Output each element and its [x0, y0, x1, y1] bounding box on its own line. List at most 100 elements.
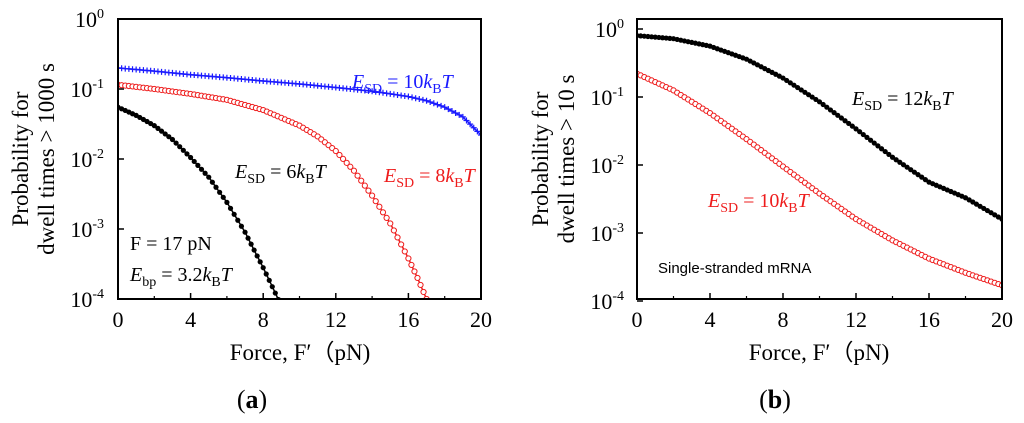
panel-a-data-point — [224, 199, 230, 205]
panel-b-data-point — [831, 110, 837, 116]
panel-b-xtick-8: 8 — [778, 307, 789, 332]
panel-b-data-point — [911, 169, 918, 175]
panel-b-label: (b) — [759, 385, 791, 414]
panel-a-data-point — [339, 155, 347, 163]
panel-a-xtick-8: 8 — [258, 307, 269, 332]
panel-a-data-point — [467, 121, 474, 128]
panel-a-series-2 — [118, 104, 281, 299]
panel-b-data-point — [820, 101, 826, 108]
panel-a-data-point — [419, 96, 426, 103]
panel-a-data-point — [350, 167, 358, 174]
panel-a-data-point — [445, 106, 452, 113]
panel-b-ytick-2: 10-2 — [590, 153, 624, 178]
panel-a: 100 10-1 10-2 10-3 10-4 0 4 8 12 16 20 F… — [8, 7, 492, 414]
panel-a-data-point — [414, 274, 421, 282]
panel-b-ylabel-line2: dwell times > 10 s — [554, 75, 579, 244]
panel-a-data-point — [272, 290, 278, 296]
panel-a-data-point — [173, 140, 179, 146]
panel-a-data-point — [251, 247, 257, 253]
panel-a-xtick-16: 16 — [397, 307, 419, 332]
panel-a-data-point — [217, 189, 223, 195]
panel-a-data-point — [365, 187, 372, 194]
panel-a-data-point — [266, 277, 272, 283]
panel-a-data-point — [394, 234, 401, 241]
panel-a-data-point — [387, 220, 394, 227]
panel-a-data-point — [416, 96, 423, 103]
panel-b-data-point — [868, 137, 874, 143]
panel-a-xlabel: Force, F′（pN) — [230, 340, 370, 365]
panel-a-data-point — [427, 99, 434, 106]
panel-a-data-point — [235, 217, 241, 223]
panel-a-data-point — [336, 151, 343, 159]
panel-a-ylabel-line1: Probability for — [8, 91, 33, 226]
panel-a-data-point — [369, 192, 376, 199]
panel-a-ytick-0: 100 — [75, 7, 104, 32]
panel-a-label: (a) — [237, 385, 267, 414]
panel-b-xtick-0: 0 — [632, 307, 643, 332]
panel-a-data-point — [361, 182, 368, 189]
panel-a-data-point — [332, 147, 339, 155]
panel-b-ytick-4: 10-4 — [590, 289, 624, 314]
panel-a-ytick-4: 10-4 — [70, 287, 104, 312]
panel-a-label-esd8: ESD = 8kBT — [383, 165, 477, 191]
panel-b-xtick-4: 4 — [705, 307, 716, 332]
panel-b-data-point — [886, 151, 892, 158]
panel-a-data-point — [398, 241, 405, 248]
panel-a-series-line — [118, 106, 279, 299]
panel-a-data-point — [213, 184, 219, 190]
panel-b-ticks — [636, 28, 1003, 302]
panel-b-ytick-1: 10-1 — [590, 85, 624, 110]
panel-a-ytick-3: 10-3 — [70, 217, 104, 242]
panel-a-data-point — [405, 255, 412, 262]
panel-a-data-point — [158, 128, 165, 134]
panel-a-data-point — [408, 261, 415, 269]
panel-b-xlabel: Force, F′（pN) — [749, 340, 889, 365]
panel-b-data-point — [871, 140, 877, 146]
panel-a-data-point — [198, 166, 205, 172]
panel-b-data-point — [860, 131, 866, 138]
panel-b-xtick-20: 20 — [991, 307, 1013, 332]
panel-b-ylabel-line1: Probability for — [528, 91, 553, 226]
panel-a-data-point — [195, 162, 201, 168]
panel-a-data-point — [180, 147, 186, 153]
panel-a-data-point — [470, 124, 477, 131]
panel-a-data-point — [409, 94, 416, 101]
panel-a-data-point — [184, 151, 190, 157]
panel-b-data-point — [875, 143, 881, 149]
panel-a-data-point — [202, 170, 208, 176]
panel-b-data-point — [900, 162, 907, 168]
panel-a-data-point — [166, 134, 172, 140]
panel-a-data-point — [209, 179, 215, 185]
panel-a-data-point — [220, 194, 226, 200]
panel-a-marks — [118, 64, 481, 299]
panel-a-ytick-1: 10-1 — [70, 77, 104, 102]
panel-a-data-point — [188, 154, 194, 161]
panel-a-data-point — [257, 259, 263, 265]
panel-b-data-point — [864, 134, 870, 140]
panel-b-marks — [637, 32, 1002, 289]
panel-b-data-point — [857, 129, 863, 135]
panel-b-label-esd10: ESD = 10kBT — [707, 190, 811, 216]
panel-a-xtick-20: 20 — [470, 307, 492, 332]
panel-b-data-point — [919, 174, 925, 180]
panel-a-data-point — [463, 117, 470, 124]
panel-a-data-point — [354, 172, 361, 179]
panel-a-data-point — [417, 281, 424, 289]
panel-a-ytick-2: 10-2 — [70, 147, 104, 172]
panel-a-data-point — [238, 223, 245, 229]
panel-b-data-point — [904, 164, 910, 170]
panel-b-ytick-3: 10-3 — [590, 221, 624, 246]
panel-b-data-point — [824, 104, 830, 110]
panel-a-data-point — [269, 284, 275, 290]
panel-b-data-point — [908, 167, 914, 173]
panel-b-label-esd12: ESD = 12kBT — [851, 88, 955, 114]
panel-a-data-point — [420, 288, 427, 296]
panel-b-data-point — [889, 154, 896, 160]
panel-a-data-point — [177, 144, 183, 150]
panel-a-data-point — [343, 159, 350, 166]
panel-b-data-point — [853, 126, 859, 132]
panel-a-data-point — [206, 174, 212, 180]
panel-a-data-point — [254, 253, 260, 259]
panel-a-data-point — [456, 111, 463, 118]
